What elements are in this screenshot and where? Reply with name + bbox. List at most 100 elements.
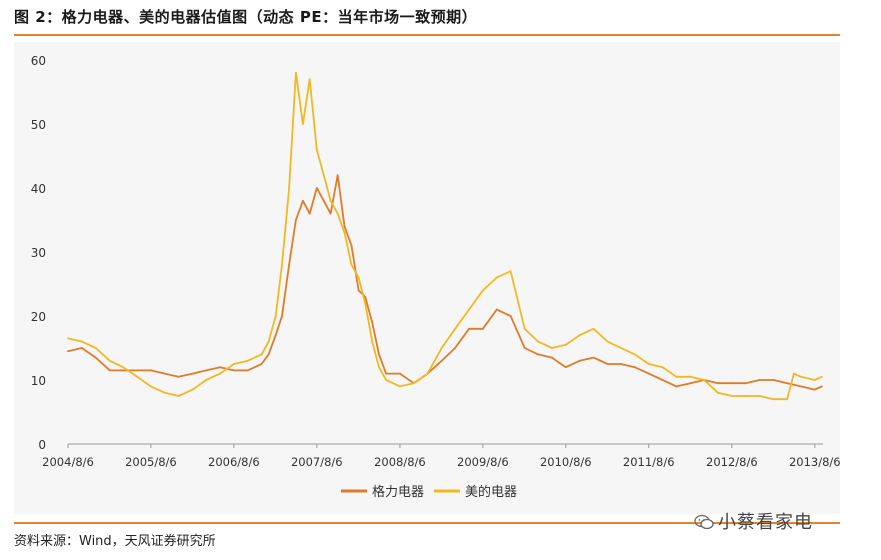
data-point — [509, 270, 512, 273]
data-point — [703, 379, 705, 381]
data-point — [800, 385, 802, 388]
data-point — [378, 353, 380, 356]
data-point — [537, 353, 539, 356]
data-point — [364, 302, 367, 305]
data-point — [329, 212, 332, 215]
data-point — [150, 385, 152, 388]
data-point — [122, 369, 125, 372]
data-point — [322, 174, 325, 177]
data-point — [177, 395, 180, 397]
data-point — [336, 212, 339, 215]
data-point — [67, 350, 69, 353]
data-point — [661, 366, 664, 369]
legend-label: 格力电器 — [372, 484, 424, 500]
x-tick-label: 2011/8/6 — [623, 455, 675, 469]
data-point — [343, 231, 346, 234]
y-tick-label: 40 — [31, 182, 46, 196]
data-point — [191, 388, 194, 391]
data-point — [357, 289, 360, 292]
data-point — [371, 340, 374, 343]
data-point — [454, 327, 456, 330]
data-point — [551, 347, 553, 349]
data-point — [578, 359, 581, 362]
data-point — [675, 375, 678, 378]
data-point — [343, 225, 346, 228]
data-point — [288, 263, 290, 266]
x-tick-label: 2006/8/6 — [208, 455, 260, 469]
data-point — [399, 372, 401, 375]
data-point — [246, 359, 249, 362]
data-point — [495, 308, 498, 311]
data-point — [426, 372, 429, 375]
data-point — [820, 385, 823, 388]
data-point — [336, 174, 339, 177]
data-point — [67, 337, 69, 340]
data-point — [308, 78, 311, 81]
data-point — [482, 327, 484, 330]
y-tick-label: 10 — [31, 374, 46, 388]
wechat-icon — [694, 514, 714, 530]
data-point — [371, 321, 374, 324]
x-tick-label: 2010/8/6 — [540, 455, 592, 469]
data-point — [267, 340, 270, 343]
data-point — [786, 382, 788, 385]
x-tick-label: 2007/8/6 — [291, 455, 343, 469]
data-point — [233, 369, 235, 372]
data-point — [509, 315, 512, 317]
data-point — [350, 263, 353, 266]
data-point — [454, 347, 456, 349]
data-point — [744, 395, 747, 397]
figure-title: 图 2：格力电器、美的电器估值图（动态 PE：当年市场一致预期） — [14, 8, 478, 26]
data-point — [205, 369, 208, 372]
data-point — [813, 388, 816, 391]
data-point — [675, 385, 678, 388]
y-tick-label: 60 — [31, 54, 46, 68]
data-point — [274, 315, 277, 317]
data-point — [620, 363, 622, 365]
data-point — [772, 398, 775, 401]
data-point — [592, 356, 595, 359]
data-point — [647, 372, 650, 375]
data-point — [592, 327, 595, 330]
chart-background — [14, 42, 840, 514]
data-point — [302, 123, 304, 125]
data-point — [495, 276, 498, 279]
watermark-text: 小蔡看家电 — [718, 512, 813, 533]
data-point — [800, 375, 802, 378]
data-point — [731, 382, 733, 385]
data-point — [793, 372, 795, 375]
data-point — [163, 372, 166, 375]
data-point — [357, 276, 360, 279]
x-tick-label: 2009/8/6 — [457, 455, 509, 469]
data-point — [81, 347, 83, 349]
data-point — [689, 382, 692, 385]
data-point — [813, 379, 816, 381]
y-tick-label: 0 — [38, 438, 46, 452]
series-midea-line — [67, 71, 823, 401]
data-point — [564, 343, 567, 346]
data-point — [205, 379, 208, 381]
data-point — [274, 334, 277, 337]
data-point — [786, 398, 788, 401]
x-tick-label: 2013/8/6 — [789, 455, 841, 469]
data-point — [350, 244, 353, 247]
data-point — [94, 347, 97, 349]
data-point — [647, 363, 650, 365]
x-tick-label: 2004/8/6 — [42, 455, 94, 469]
data-point — [717, 382, 719, 385]
data-point — [281, 315, 283, 317]
data-point — [412, 382, 415, 385]
data-point — [744, 382, 747, 385]
data-point — [260, 353, 263, 356]
data-point — [81, 340, 83, 343]
data-point — [633, 366, 636, 369]
axes: 0 10 20 30 40 50 60 2004/8/6 2005/8/6 2006/8/6 200… — [31, 54, 841, 469]
legend: 格力电器 美的电器 — [341, 484, 517, 500]
data-point — [731, 395, 733, 397]
data-point — [717, 391, 719, 394]
data-point — [108, 369, 111, 372]
data-point — [378, 366, 380, 369]
data-point — [758, 395, 761, 397]
data-point — [94, 356, 97, 359]
